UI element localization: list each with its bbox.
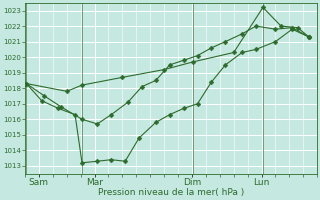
X-axis label: Pression niveau de la mer( hPa ): Pression niveau de la mer( hPa )	[98, 188, 244, 197]
